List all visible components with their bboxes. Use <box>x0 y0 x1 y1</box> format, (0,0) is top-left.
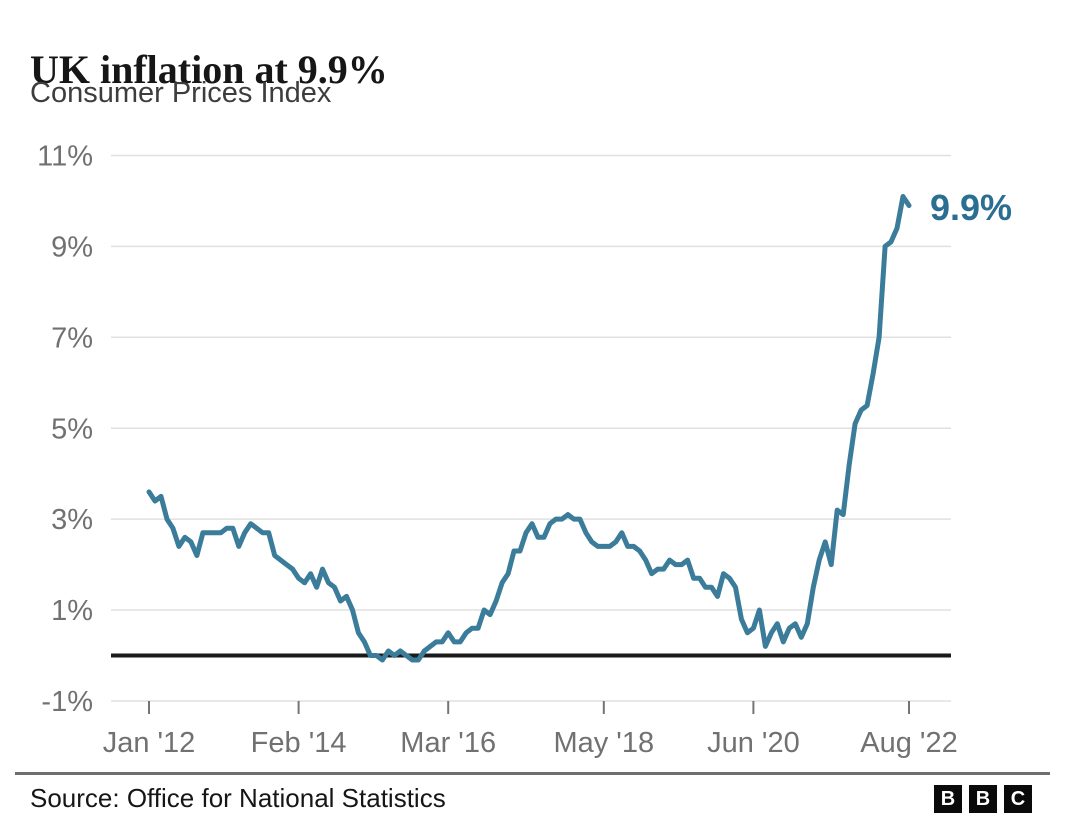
y-axis-label: 5% <box>51 413 93 445</box>
latest-value-label: 9.9% <box>930 187 1013 228</box>
source-note: Source: Office for National Statistics <box>30 783 446 813</box>
y-axis-label: 11% <box>37 141 93 173</box>
x-axis-label: Jun '20 <box>707 727 800 759</box>
x-axis-label: Aug '22 <box>860 727 957 759</box>
cpi-line <box>146 194 912 663</box>
x-axis-label: May '18 <box>553 727 654 759</box>
chart-title: UK inflation at 9.9% <box>30 46 388 92</box>
chart-subtitle: Consumer Prices Index <box>30 77 332 109</box>
y-axis-label: -1% <box>41 686 93 718</box>
bbc-logo-block-b2: B <box>969 785 997 813</box>
y-axis-label: 1% <box>51 595 93 627</box>
footer-divider <box>15 772 1050 775</box>
y-axis-label: 3% <box>51 504 93 536</box>
x-axis-label: Feb '14 <box>251 727 347 759</box>
x-axis-label: Jan '12 <box>103 727 196 759</box>
y-axis-label: 7% <box>51 322 93 354</box>
bbc-logo-block-b1: B <box>934 785 962 813</box>
bbc-logo-block-c: C <box>1004 785 1032 813</box>
bbc-logo: B B C <box>934 785 1032 813</box>
y-axis-label: 9% <box>51 231 93 263</box>
x-axis-label: Mar '16 <box>400 727 496 759</box>
